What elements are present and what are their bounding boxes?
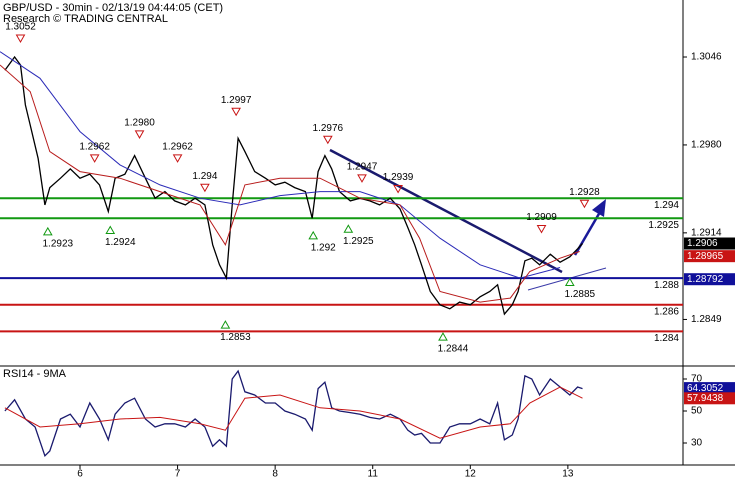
y-tick-label: 1.2849 [691,314,722,325]
low-marker [438,332,448,341]
high-marker [357,174,367,183]
low-label: 1.2853 [220,332,251,343]
high-label: 1.2997 [221,95,252,106]
y-tick-label: 1.3046 [691,52,722,63]
low-marker [564,277,575,286]
high-label: 1.2947 [347,162,378,173]
high-label: 1.2928 [569,187,600,198]
low-marker [308,230,319,240]
series-line [0,64,580,303]
high-label: 1.3052 [5,22,36,33]
price-tag [684,382,735,395]
chart-title: GBP/USD - 30min - 02/13/19 04:44:05 (CET… [3,2,223,14]
low-label: 1.2923 [43,239,74,250]
series-line [4,386,583,439]
high-label: 1.294 [192,171,217,182]
level-label: 1.286 [654,306,679,317]
pane-title: RSI14 - 9MA [3,368,67,380]
x-tick-label: 12 [465,469,477,480]
low-marker [42,226,53,236]
series-line [4,369,583,457]
y-tick-label: 50 [691,406,703,417]
low-label: 1.2924 [105,237,136,248]
trendline [329,148,563,274]
high-marker [200,183,210,193]
low-label: 1.2844 [438,344,469,355]
high-label: 1.2939 [383,172,414,183]
x-tick-label: 11 [368,469,379,480]
high-marker [231,107,241,117]
x-tick-label: 13 [562,469,574,480]
high-label: 1.2962 [79,142,110,153]
low-marker [220,320,231,329]
level-label: 1.284 [654,333,679,344]
high-label: 1.2980 [124,118,155,129]
low-label: 1.2885 [565,289,596,300]
high-marker [89,154,100,163]
low-label: 1.2925 [343,236,374,247]
price-tag [684,237,735,250]
price-tag [684,392,735,405]
x-tick-label: 6 [77,469,83,480]
high-label: 1.2962 [162,142,193,153]
high-marker [393,185,403,194]
level-label: 1.288 [654,280,679,291]
high-marker [579,199,590,209]
price-tag [684,273,735,286]
forecast-arrowhead [592,199,606,217]
level-label: 1.2925 [648,220,679,231]
y-tick-label: 30 [691,438,703,449]
price-tag-label: 64.3052 [687,383,724,394]
high-label: 1.2976 [313,123,344,134]
series-line [4,55,583,316]
high-marker [322,135,333,145]
series-line [0,51,561,279]
price-tag [684,250,735,263]
price-tag-label: 57.9438 [687,393,724,404]
high-marker [134,130,145,139]
chart-subtitle: Research © TRADING CENTRAL [3,13,168,25]
y-tick-label: 70 [691,374,703,385]
level-label: 1.294 [654,200,679,211]
low-label: 1.292 [311,243,336,254]
price-tag-label: 1.28792 [687,274,724,285]
low-marker [105,225,116,235]
y-tick-label: 1.2980 [691,140,722,151]
price-tag-label: 1.28965 [687,251,724,262]
x-tick-label: 7 [175,469,181,480]
high-marker [172,154,183,163]
high-label: 1.2909 [526,212,557,223]
price-tag-label: 1.2906 [687,238,718,249]
high-marker [536,225,547,234]
x-tick-label: 8 [272,469,278,480]
high-marker [15,34,26,44]
low-marker [343,224,354,233]
y-tick-label: 1.2914 [691,227,722,238]
